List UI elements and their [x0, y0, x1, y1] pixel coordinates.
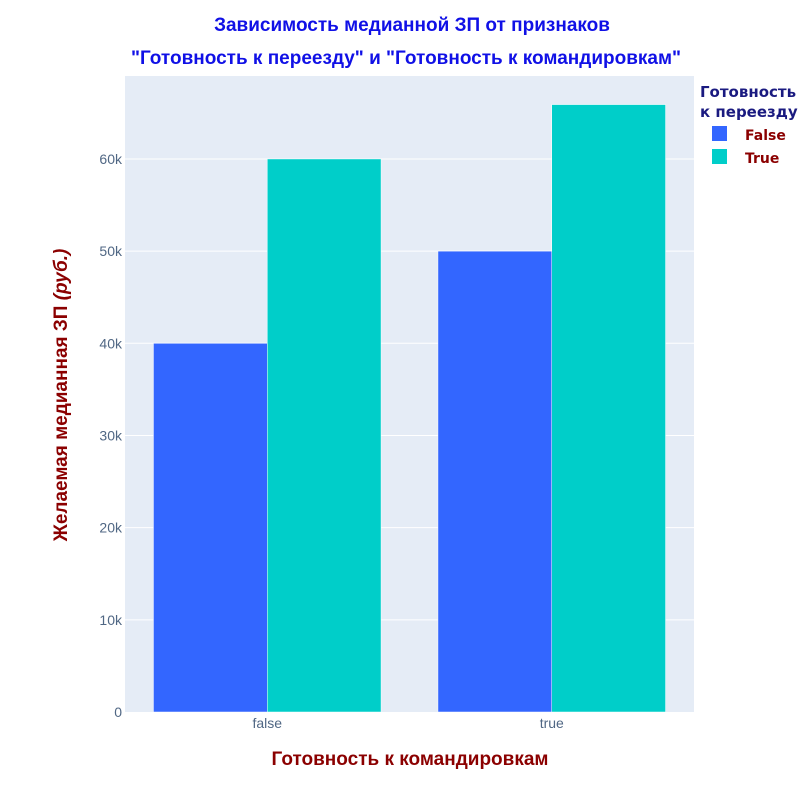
legend-label: False — [745, 128, 786, 144]
chart-title-line-1: Зависимость медианной ЗП от признаков — [214, 15, 610, 36]
bar-true-false — [267, 158, 382, 713]
bars — [153, 104, 666, 713]
x-tick-label: true — [540, 715, 564, 731]
chart-title-line-2: "Готовность к переезду" и "Готовность к … — [131, 48, 681, 69]
y-tick-label: 10k — [99, 612, 123, 628]
y-tick-label: 0 — [114, 704, 122, 720]
legend-title-line-2: к переезду — [700, 103, 798, 121]
bar-false-true — [437, 250, 553, 713]
y-tick-label: 20k — [99, 520, 123, 536]
y-tick-label: 40k — [99, 335, 123, 351]
legend-title-line-1: Готовность — [700, 83, 796, 101]
y-axis-title-unit: (руб.) — [51, 249, 72, 301]
x-tick-label: false — [252, 715, 282, 731]
bar-false-false — [153, 343, 268, 713]
y-tick-label: 30k — [99, 427, 123, 443]
x-axis-title: Готовность к командировкам — [272, 749, 549, 770]
y-tick-labels: 0 10k 20k 30k 40k 50k 60k — [99, 151, 123, 720]
legend: Готовность к переезду False True — [700, 83, 798, 167]
legend-swatch — [712, 126, 727, 141]
y-axis-title-main: Желаемая медианная ЗП — [51, 300, 72, 542]
legend-label: True — [745, 151, 779, 167]
y-axis-title: Желаемая медианная ЗП (руб.) — [51, 249, 72, 543]
y-tick-label: 50k — [99, 243, 123, 259]
bar-true-true — [551, 104, 666, 713]
y-tick-label: 60k — [99, 151, 123, 167]
legend-swatch — [712, 149, 727, 164]
x-tick-labels: false true — [252, 715, 564, 731]
